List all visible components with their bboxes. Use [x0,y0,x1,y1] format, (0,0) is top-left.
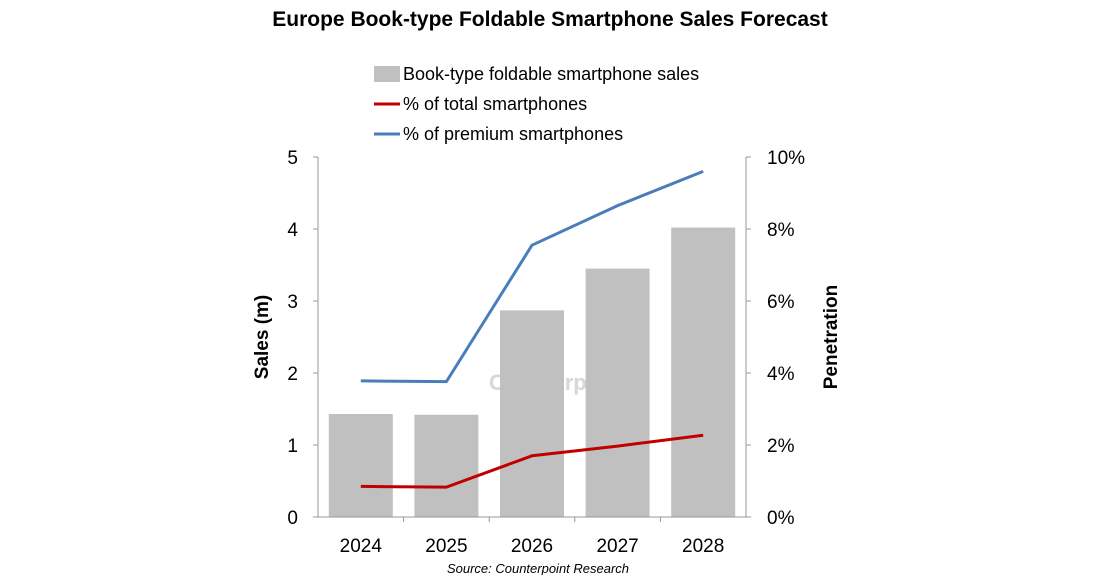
y2-tick-label: 6% [767,292,795,313]
bar [671,227,736,517]
bar [585,268,650,517]
y-tick-label: 4 [287,220,298,241]
y-axis-title: Sales (m) [252,295,273,379]
bar [328,414,393,517]
source-note: Source: Counterpoint Research [447,561,629,575]
y-tick-label: 0 [287,508,298,529]
bar [414,414,479,517]
legend-item: Book-type foldable smartphone sales [374,64,699,84]
y-tick-label: 2 [287,364,298,385]
x-tick-label: 2025 [425,536,467,557]
y2-tick-label: 10% [767,148,805,169]
x-tick-label: 2026 [511,536,553,557]
x-tick-label: 2024 [340,536,383,557]
series-line [360,170,704,384]
y-tick-label: 3 [287,292,298,313]
bar-series [328,227,736,517]
legend-swatch-bar [374,66,400,82]
legend-label: Book-type foldable smartphone sales [403,64,699,84]
chart-title: Europe Book-type Foldable Smartphone Sal… [272,8,827,31]
x-tick-label: 2028 [682,536,724,557]
y2-tick-label: 2% [767,436,795,457]
line-series [360,433,704,489]
legend-item: % of premium smartphones [374,124,623,144]
x-tick-label: 2027 [596,536,638,557]
bar [500,310,564,517]
y-tick-label: 1 [287,436,298,457]
y2-tick-label: 8% [767,220,795,241]
series-line [360,433,704,489]
y-tick-label: 5 [287,148,298,169]
legend: Book-type foldable smartphone sales % of … [374,64,699,144]
legend-label: % of premium smartphones [403,124,623,144]
y2-tick-label: 0% [767,508,795,529]
y2-tick-label: 4% [767,364,795,385]
legend-label: % of total smartphones [403,94,587,114]
y2-axis-title: Penetration [821,285,842,390]
legend-item: % of total smartphones [374,94,587,114]
axes [317,157,747,518]
line-series [360,170,704,384]
